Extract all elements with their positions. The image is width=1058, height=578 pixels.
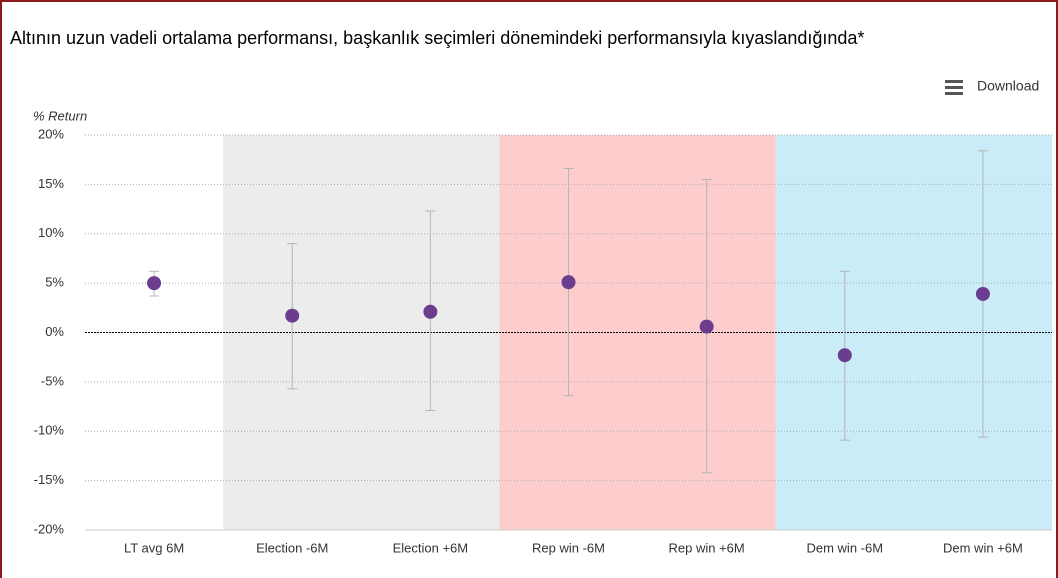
x-tick-label: Rep win +6M <box>669 540 745 555</box>
x-tick-label: Dem win +6M <box>943 540 1023 555</box>
x-tick-label: Dem win -6M <box>806 540 883 555</box>
y-tick-label: 20% <box>38 126 64 141</box>
x-tick-label: LT avg 6M <box>124 540 184 555</box>
y-tick-label: -10% <box>34 423 65 438</box>
point <box>975 286 990 301</box>
point <box>147 276 162 291</box>
y-tick-label: -20% <box>34 521 65 536</box>
download-label[interactable]: Download <box>977 78 1039 94</box>
y-tick-label: -15% <box>34 472 65 487</box>
point <box>285 308 300 323</box>
x-tick-label: Election -6M <box>256 540 328 555</box>
point <box>699 319 714 334</box>
menu-icon <box>945 92 963 95</box>
download-button[interactable]: Download <box>945 78 1039 95</box>
y-tick-label: -5% <box>41 373 65 388</box>
point <box>837 348 852 363</box>
point <box>561 275 576 290</box>
chart-title: Altının uzun vadeli ortalama performansı… <box>10 28 864 48</box>
x-tick-label: Rep win -6M <box>532 540 605 555</box>
menu-icon <box>945 86 963 89</box>
menu-icon <box>945 80 963 83</box>
y-tick-label: 10% <box>38 225 64 240</box>
y-axis-label: % Return <box>33 108 87 123</box>
y-tick-label: 0% <box>45 324 64 339</box>
y-tick-label: 5% <box>45 275 64 290</box>
y-tick-label: 15% <box>38 176 64 191</box>
point <box>423 304 438 319</box>
x-tick-label: Election +6M <box>393 540 469 555</box>
